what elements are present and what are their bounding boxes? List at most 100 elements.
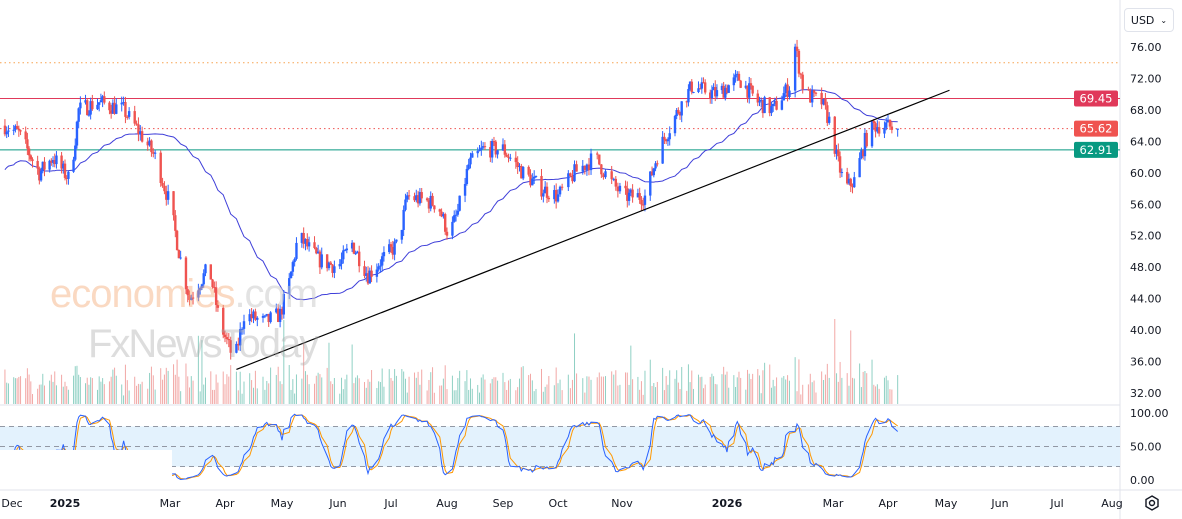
candle-body bbox=[685, 101, 688, 103]
price-label: 69.45 bbox=[1074, 90, 1118, 107]
candle-body bbox=[768, 97, 771, 114]
settings-icon[interactable] bbox=[1143, 494, 1161, 512]
candle-body bbox=[876, 127, 879, 132]
candle-body bbox=[202, 273, 205, 285]
volume-bar bbox=[154, 389, 156, 404]
candle-body bbox=[352, 242, 356, 254]
volume-bar bbox=[841, 377, 843, 404]
volume-bar bbox=[663, 390, 665, 404]
candle-body bbox=[153, 152, 157, 154]
candle-body bbox=[604, 171, 607, 178]
volume-bar bbox=[64, 381, 66, 404]
volume-bar bbox=[677, 382, 679, 404]
volume-bar bbox=[711, 373, 713, 404]
candle-body bbox=[697, 88, 700, 92]
volume-bar bbox=[471, 388, 473, 404]
candle-body bbox=[612, 178, 615, 180]
volume-bar bbox=[667, 384, 669, 404]
volume-bar bbox=[813, 380, 815, 404]
volume-bar bbox=[541, 368, 542, 404]
candle-body bbox=[365, 273, 368, 276]
price-label-text: 69.45 bbox=[1080, 92, 1113, 106]
candle-body bbox=[505, 154, 508, 157]
candle-body bbox=[496, 150, 499, 155]
time-tick: Nov bbox=[611, 497, 633, 510]
candle-body bbox=[51, 159, 55, 163]
candle-body bbox=[556, 194, 560, 202]
candle-body bbox=[650, 171, 654, 176]
candle-body bbox=[739, 80, 742, 88]
candle-body bbox=[727, 85, 730, 93]
volume-bar bbox=[341, 377, 343, 404]
candle-body bbox=[402, 209, 405, 230]
volume-bar bbox=[477, 384, 479, 404]
volume-bar bbox=[615, 370, 617, 404]
volume-bar bbox=[367, 379, 369, 404]
volume-bar bbox=[379, 382, 381, 404]
candle-body bbox=[714, 87, 717, 97]
candle-body bbox=[863, 132, 867, 157]
volume-bar bbox=[150, 366, 152, 404]
volume-bar bbox=[403, 371, 405, 404]
volume-bar bbox=[395, 375, 397, 404]
candle-body bbox=[278, 308, 282, 322]
candle-body bbox=[363, 266, 366, 276]
candle-body bbox=[31, 159, 34, 161]
volume-bar bbox=[178, 376, 180, 404]
volume-bar bbox=[266, 380, 268, 404]
candle-body bbox=[327, 262, 331, 269]
volume-bar bbox=[588, 376, 590, 404]
candle-body bbox=[687, 89, 690, 103]
volume-bar bbox=[332, 384, 334, 404]
candle-body bbox=[256, 317, 259, 320]
candle-body bbox=[596, 153, 599, 155]
volume-bar bbox=[136, 385, 138, 404]
candle-body bbox=[211, 279, 214, 288]
volume-bar bbox=[639, 389, 641, 404]
candle-body bbox=[342, 250, 345, 260]
volume-bar bbox=[555, 367, 557, 404]
stochastic-axis: 100.00 50.00 0.00 bbox=[1130, 407, 1169, 487]
volume-bar bbox=[480, 377, 482, 404]
volume-bar bbox=[103, 384, 105, 404]
price-axis[interactable]: 76.00 72.00 68.00 64.00 60.00 56.00 52.00 48.00… bbox=[1130, 41, 1162, 400]
candle-body bbox=[782, 93, 785, 101]
volume-bar bbox=[533, 391, 535, 404]
price-tick: 60.00 bbox=[1130, 167, 1162, 180]
candle-body bbox=[638, 193, 641, 200]
candle-body bbox=[758, 101, 761, 103]
volume-bar bbox=[866, 373, 868, 404]
volume-bar bbox=[760, 393, 762, 404]
candle-body bbox=[26, 139, 29, 149]
volume-bar bbox=[837, 381, 839, 404]
candle-body bbox=[96, 104, 99, 110]
volume-bar bbox=[776, 377, 778, 404]
currency-selector[interactable]: USD ⌄ bbox=[1124, 8, 1174, 32]
candle-body bbox=[476, 151, 479, 154]
time-tick: Apr bbox=[215, 497, 235, 510]
candle-body bbox=[242, 321, 246, 329]
volume-bar bbox=[355, 377, 357, 404]
volume-bar bbox=[444, 365, 446, 404]
trendline[interactable] bbox=[236, 89, 950, 370]
volume-bar bbox=[637, 376, 639, 404]
candle-body bbox=[700, 82, 704, 89]
volume-bar bbox=[192, 380, 194, 404]
volume-bar bbox=[85, 383, 87, 404]
time-axis[interactable]: Dec 2025 Mar Apr May Jun Jul Aug Sep Oct Nov 2026 Ma… bbox=[1, 497, 1122, 510]
volume-bar bbox=[733, 375, 735, 404]
volume-bar bbox=[862, 371, 864, 404]
volume-bar bbox=[553, 385, 555, 404]
volume-bar bbox=[7, 383, 9, 404]
volume-bar bbox=[212, 389, 214, 404]
volume-bar bbox=[839, 361, 841, 404]
volume-bar bbox=[781, 377, 783, 404]
volume-bar bbox=[124, 364, 126, 404]
price-label-bg bbox=[1074, 90, 1118, 107]
volume-bar bbox=[43, 385, 45, 404]
price-tick: 36.00 bbox=[1130, 356, 1162, 369]
volume-bar bbox=[676, 370, 678, 404]
volume-bar bbox=[515, 390, 517, 404]
volume-bar bbox=[190, 376, 192, 404]
